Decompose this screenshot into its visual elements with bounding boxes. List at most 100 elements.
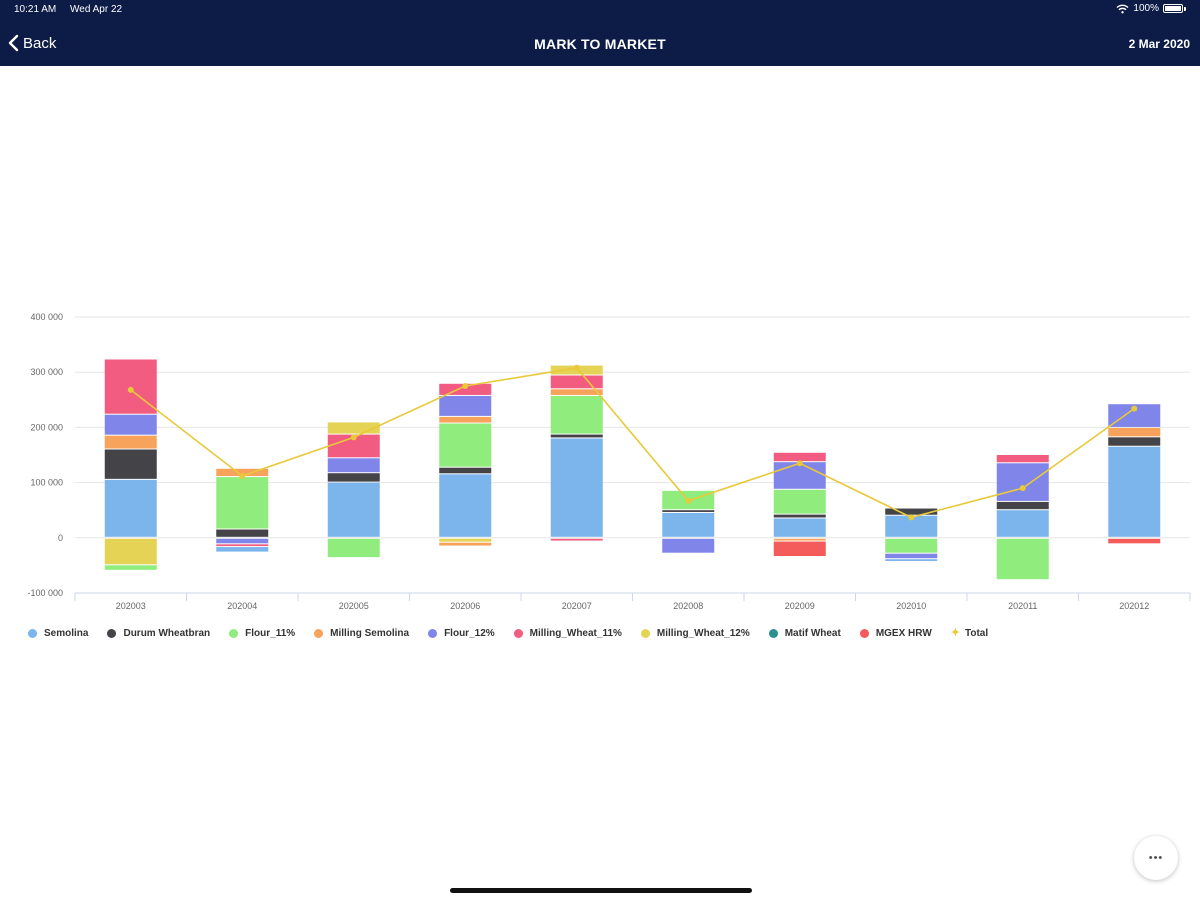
bar-segment — [104, 359, 157, 414]
x-tick-label: 202009 — [785, 601, 815, 611]
legend-marker — [107, 629, 117, 638]
legend-item[interactable]: Milling Semolina — [314, 628, 409, 639]
bar-segment-negative — [439, 542, 492, 546]
bar-segment — [216, 468, 269, 477]
bar-segment — [104, 449, 157, 479]
bar-segment-negative — [550, 538, 603, 541]
total-point — [796, 460, 803, 467]
ellipsis-icon: ••• — [1148, 852, 1164, 864]
total-point — [239, 472, 246, 479]
bar-segment-negative — [104, 538, 157, 565]
bar-segment — [885, 508, 938, 515]
bar-segment — [439, 467, 492, 474]
top-bar: 10:21 AM Wed Apr 22 100% Back MARK TO MA… — [0, 0, 1200, 66]
home-indicator — [450, 888, 752, 893]
bar-segment — [439, 423, 492, 467]
bar-segment-negative — [662, 538, 715, 553]
x-tick-label: 202010 — [896, 601, 926, 611]
bar-segment-negative — [1108, 538, 1161, 544]
bar-segment-negative — [327, 538, 380, 558]
legend-marker — [859, 629, 869, 638]
bar-segment — [885, 515, 938, 537]
x-tick-label: 202012 — [1119, 601, 1149, 611]
legend-item[interactable]: Milling_Wheat_11% — [513, 628, 622, 639]
x-tick-label: 202003 — [116, 601, 146, 611]
legend-marker — [229, 629, 239, 638]
bar-segment — [996, 501, 1049, 510]
y-tick-label: 200 000 — [30, 422, 63, 432]
bar-segment — [327, 458, 380, 473]
mark-to-market-chart: -100 000 0 100 000 200 000 300 000 400 000 202… — [27, 312, 1191, 611]
bar-segment-negative — [885, 559, 938, 561]
bar-segment-negative — [216, 547, 269, 552]
legend-label: Milling_Wheat_12% — [656, 628, 750, 639]
legend-item[interactable]: Milling_Wheat_12% — [640, 628, 750, 639]
legend-item[interactable]: Matif Wheat — [768, 628, 841, 639]
legend-label: Flour_11% — [245, 628, 296, 639]
status-indicators: 100% — [1116, 3, 1186, 14]
bar-segment-negative — [996, 538, 1049, 580]
bar-segment-negative — [773, 541, 826, 557]
legend-item[interactable]: Durum Wheatbran — [107, 628, 210, 639]
bar-segment — [439, 416, 492, 423]
bar-segment — [1108, 427, 1161, 437]
battery-percent: 100% — [1133, 3, 1159, 14]
legend-marker — [513, 629, 523, 638]
y-tick-label: 0 — [58, 533, 63, 543]
legend-label: Flour_12% — [444, 628, 495, 639]
total-point — [908, 514, 915, 521]
legend-marker — [314, 629, 324, 638]
bar-segment — [439, 395, 492, 416]
chart-legend: Semolina Durum Wheatbran Flour_11% Milling … — [28, 628, 1007, 639]
legend-label: Milling Semolina — [330, 628, 410, 639]
legend-label: Durum Wheatbran — [123, 628, 211, 639]
legend-item[interactable]: ✦ Total — [950, 627, 989, 640]
battery-icon — [1163, 4, 1183, 13]
bar-segment — [327, 473, 380, 482]
bar-segment — [996, 455, 1049, 463]
bar-segment-negative — [216, 544, 269, 547]
legend-item[interactable]: Flour_12% — [428, 628, 495, 639]
legend-item[interactable]: MGEX HRW — [859, 628, 932, 639]
bar-segment — [996, 510, 1049, 537]
bar-segment — [773, 462, 826, 489]
legend-item[interactable]: Semolina — [28, 628, 88, 639]
bar-segment — [550, 395, 603, 434]
y-tick-label: 400 000 — [30, 312, 63, 322]
y-tick-label: 300 000 — [30, 367, 63, 377]
legend-marker — [768, 629, 778, 638]
bar-segment — [1108, 437, 1161, 446]
legend-star-icon: ✦ — [950, 627, 960, 639]
bar-segment — [662, 512, 715, 537]
bar-segment — [773, 518, 826, 537]
bar-segment-negative — [216, 538, 269, 544]
back-label: Back — [23, 34, 57, 52]
total-line — [130, 366, 1135, 519]
bar-segment — [550, 375, 603, 389]
x-tick-label: 202006 — [450, 601, 480, 611]
x-tick-label: 202005 — [339, 601, 369, 611]
legend-item[interactable]: Flour_11% — [229, 628, 295, 639]
status-time: 10:21 AM — [14, 4, 57, 15]
more-options-button[interactable]: ••• — [1134, 836, 1178, 880]
legend-label: Total — [964, 628, 989, 639]
x-tick-label: 202008 — [673, 601, 703, 611]
bar-segment-negative — [104, 565, 157, 570]
bar-segment — [996, 463, 1049, 501]
bar-segment — [216, 529, 269, 537]
bar-segment — [216, 477, 269, 529]
back-button[interactable]: Back — [8, 34, 56, 52]
bar-segment — [662, 510, 715, 512]
battery-nub — [1184, 6, 1186, 11]
legend-label: Matif Wheat — [784, 628, 841, 639]
y-tick-label: -100 000 — [27, 588, 63, 598]
bar-segment — [104, 479, 157, 537]
total-point — [685, 497, 692, 504]
bar-segment — [773, 514, 826, 518]
y-tick-label: 100 000 — [30, 478, 63, 488]
bar-segment — [439, 474, 492, 537]
bar-segment — [773, 489, 826, 514]
bar-segment — [550, 434, 603, 438]
legend-marker — [640, 629, 650, 638]
bar-segment — [550, 438, 603, 537]
